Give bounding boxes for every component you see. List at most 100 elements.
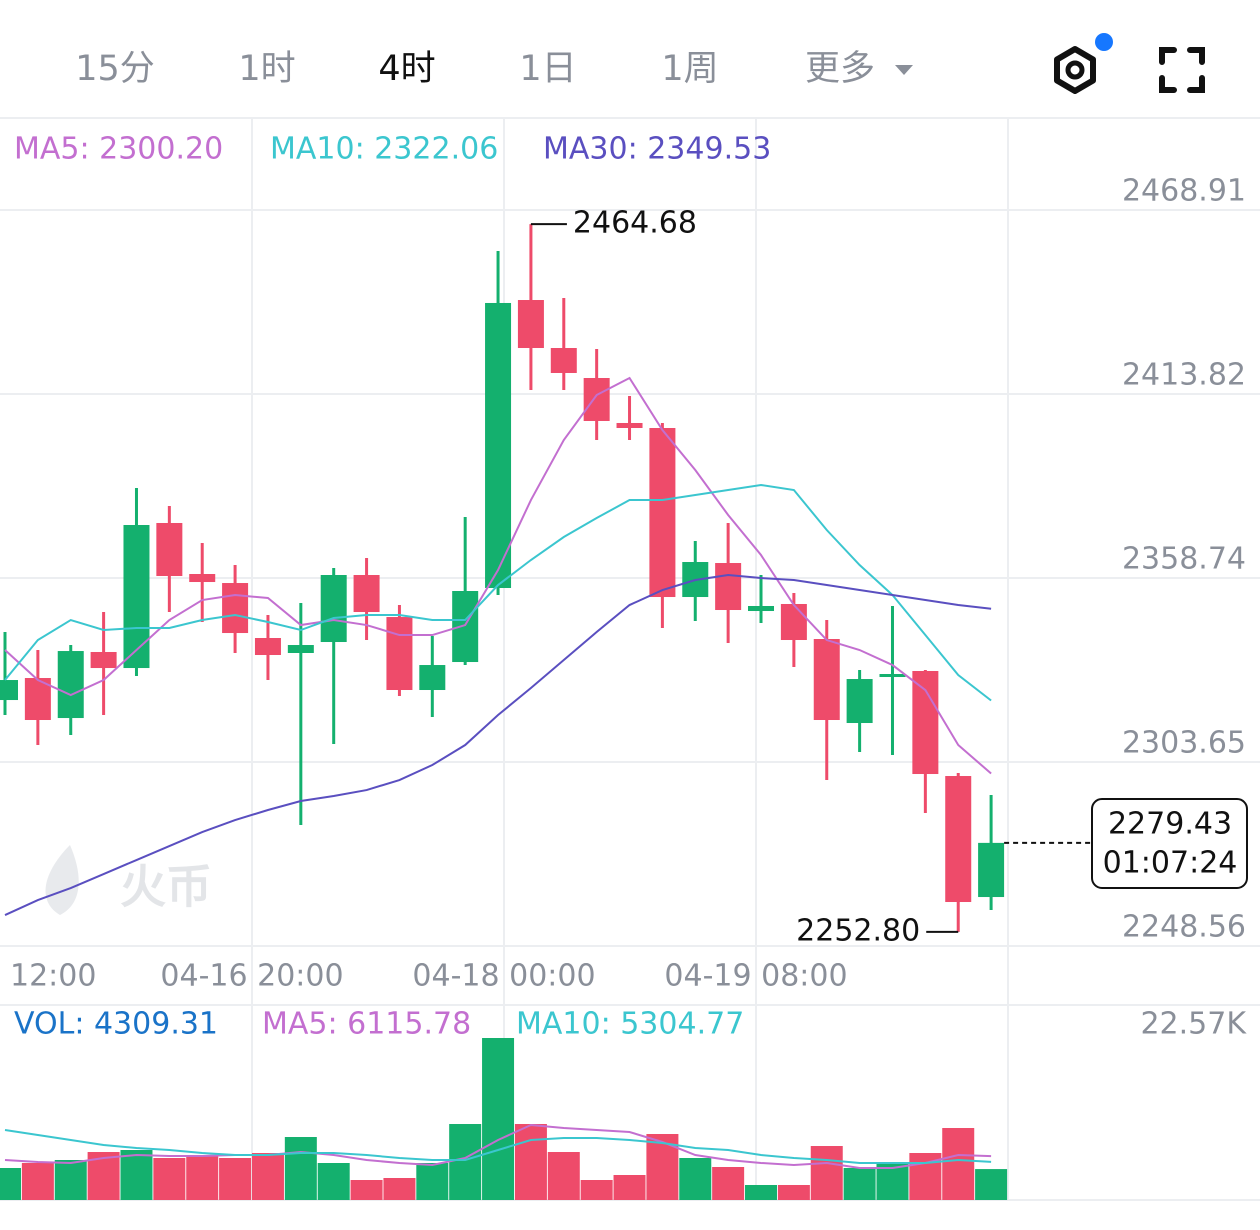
candle-body	[0, 680, 18, 701]
volume-bar	[350, 1180, 383, 1200]
volume-bar	[876, 1164, 909, 1200]
low-label: 2252.80	[796, 913, 920, 948]
candle-body	[879, 674, 906, 678]
countdown-label: 01:07:24	[1103, 846, 1238, 881]
tab[interactable]: 1时	[238, 49, 295, 89]
candle-body	[583, 378, 610, 421]
volume-ma-line	[4, 1123, 992, 1169]
volume-legend: VOL: 4309.31	[14, 1007, 218, 1042]
candle-body	[123, 525, 150, 669]
candle-body	[452, 591, 479, 663]
tab[interactable]: 1周	[661, 49, 718, 89]
high-label: 2464.68	[573, 206, 697, 241]
candle-body	[90, 651, 117, 669]
volume-bar	[186, 1155, 219, 1200]
ma-line	[4, 574, 992, 916]
volume-ma-legend: MA10: 5304.77	[516, 1007, 744, 1042]
volume-bar	[547, 1152, 580, 1200]
candle-body	[550, 348, 577, 373]
candle-body	[715, 563, 742, 611]
candle-body	[353, 575, 380, 613]
x-tick-label: 04-16 20:00	[160, 959, 343, 994]
ma-line	[4, 484, 992, 702]
ma-line	[4, 376, 992, 775]
volume-bar	[942, 1128, 975, 1200]
last-price-box	[1091, 798, 1248, 889]
volume-bar	[613, 1175, 646, 1200]
candle-body	[945, 776, 972, 903]
candle-body	[846, 679, 873, 724]
candle-body	[189, 574, 216, 583]
volume-ma-line	[4, 1129, 992, 1164]
volume-bar	[712, 1167, 745, 1200]
y-tick-label: 2303.65	[1122, 725, 1246, 760]
fullscreen-corners	[1159, 47, 1205, 93]
candle-body	[57, 651, 84, 719]
tab[interactable]: 4时	[378, 49, 435, 89]
ma-legend: MA5: 2300.20	[14, 132, 223, 167]
y-tick-label: 2413.82	[1122, 358, 1246, 393]
settings-hexagon	[1054, 46, 1096, 94]
volume-tick-label: 22.57K	[1140, 1007, 1247, 1042]
volume-ma-legend: MA5: 6115.78	[262, 1007, 471, 1042]
candle-body	[649, 428, 676, 598]
volume-bar	[679, 1158, 712, 1200]
volume-bar	[416, 1163, 449, 1200]
candle-body	[419, 665, 446, 691]
y-tick-label: 2468.91	[1122, 173, 1246, 208]
candle-body	[320, 575, 347, 643]
volume-bar	[514, 1124, 547, 1200]
candle-body	[780, 603, 807, 641]
volume-bar	[810, 1146, 843, 1200]
x-tick-label: 12:00	[10, 959, 96, 994]
x-tick-label: 04-19 08:00	[664, 959, 847, 994]
tab[interactable]: 15分	[75, 49, 155, 89]
candle-body	[287, 645, 314, 653]
volume-bar	[153, 1158, 186, 1200]
ma-legend: MA10: 2322.06	[270, 132, 498, 167]
watermark-flame	[45, 845, 79, 915]
volume-bar	[449, 1124, 482, 1200]
settings-icon[interactable]	[1054, 33, 1113, 94]
candle-body	[813, 639, 840, 721]
candle-body	[222, 583, 249, 634]
y-tick-label: 2248.56	[1122, 910, 1246, 945]
tab[interactable]: 更多	[805, 49, 875, 89]
ma-legend: MA30: 2349.53	[543, 132, 771, 167]
volume-bar	[383, 1178, 416, 1200]
candle-body	[517, 300, 544, 349]
volume-bar	[21, 1163, 54, 1200]
watermark: 火币	[120, 860, 212, 914]
last-price-label: 2279.43	[1108, 807, 1232, 842]
tab[interactable]: 1日	[519, 49, 576, 89]
volume-bar	[482, 1038, 515, 1200]
volume-bar	[317, 1163, 350, 1200]
notification-dot	[1095, 33, 1113, 51]
candle-body	[386, 617, 413, 691]
volume-bar	[0, 1168, 21, 1200]
candle-body	[156, 522, 183, 577]
candle-body	[748, 606, 775, 612]
volume-bar	[54, 1160, 87, 1200]
candle-body	[912, 671, 939, 775]
candle-body	[978, 842, 1005, 898]
candle-body	[254, 638, 281, 656]
y-tick-label: 2358.74	[1122, 541, 1246, 576]
volume-bar	[580, 1180, 613, 1200]
settings-center	[1065, 60, 1085, 80]
more-arrow	[895, 65, 913, 75]
volume-bar	[777, 1184, 810, 1200]
volume-bar	[219, 1158, 252, 1200]
volume-bar	[745, 1184, 778, 1200]
volume-bar	[975, 1169, 1008, 1200]
volume-bar	[120, 1150, 153, 1200]
volume-bar	[251, 1153, 284, 1200]
volume-bar	[284, 1137, 317, 1200]
volume-bar	[843, 1168, 876, 1200]
x-tick-label: 04-18 00:00	[412, 959, 595, 994]
candle-body	[485, 302, 512, 588]
fullscreen-icon[interactable]	[1159, 47, 1205, 93]
candle-body	[616, 422, 643, 429]
